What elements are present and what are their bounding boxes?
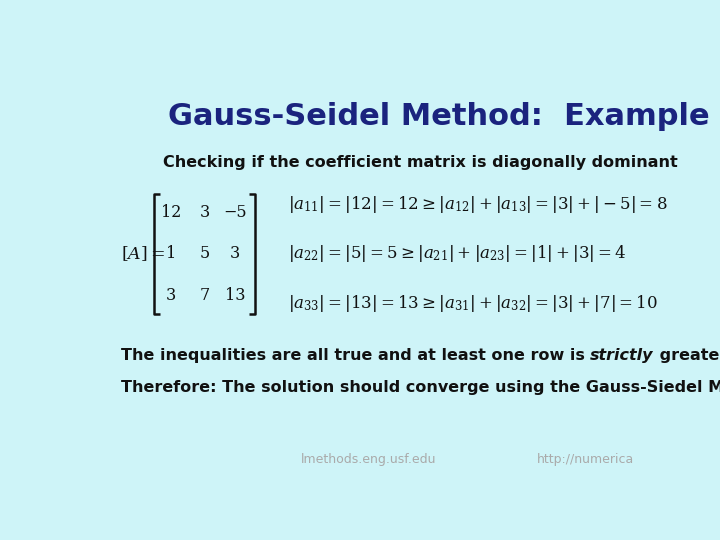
Text: $|a_{22}| = |5| = 5 \geq |a_{21}| + |a_{23}| = |1| + |3| = 4$: $|a_{22}| = |5| = 5 \geq |a_{21}| + |a_{… (288, 244, 626, 265)
Text: 7: 7 (199, 287, 210, 304)
Text: 5: 5 (199, 246, 210, 262)
Text: 12: 12 (161, 204, 181, 221)
Text: 3: 3 (230, 246, 240, 262)
Text: 3: 3 (199, 204, 210, 221)
Text: strictly: strictly (590, 348, 654, 363)
Text: −5: −5 (223, 204, 247, 221)
Text: Therefore: The solution should converge using the Gauss-Siedel Method: Therefore: The solution should converge … (121, 380, 720, 395)
Text: lmethods.eng.usf.edu: lmethods.eng.usf.edu (301, 453, 437, 467)
Text: Gauss-Seidel Method:  Example 2: Gauss-Seidel Method: Example 2 (168, 102, 720, 131)
Text: 1: 1 (166, 246, 176, 262)
Text: 3: 3 (166, 287, 176, 304)
Text: $[A]=$: $[A]=$ (121, 245, 165, 264)
Text: $|a_{33}| = |13| = 13 \geq |a_{31}| + |a_{32}| = |3| + |7| = 10$: $|a_{33}| = |13| = 13 \geq |a_{31}| + |a… (288, 293, 658, 314)
Text: 13: 13 (225, 287, 246, 304)
Text: Checking if the coefficient matrix is diagonally dominant: Checking if the coefficient matrix is di… (163, 155, 678, 170)
Text: $|a_{11}| = |12| = 12 \geq |a_{12}| + |a_{13}| = |3| + |-5| = 8$: $|a_{11}| = |12| = 12 \geq |a_{12}| + |a… (288, 194, 667, 214)
Text: http://numerica: http://numerica (537, 453, 634, 467)
Text: greater than:: greater than: (654, 348, 720, 363)
Text: The inequalities are all true and at least one row is: The inequalities are all true and at lea… (121, 348, 590, 363)
